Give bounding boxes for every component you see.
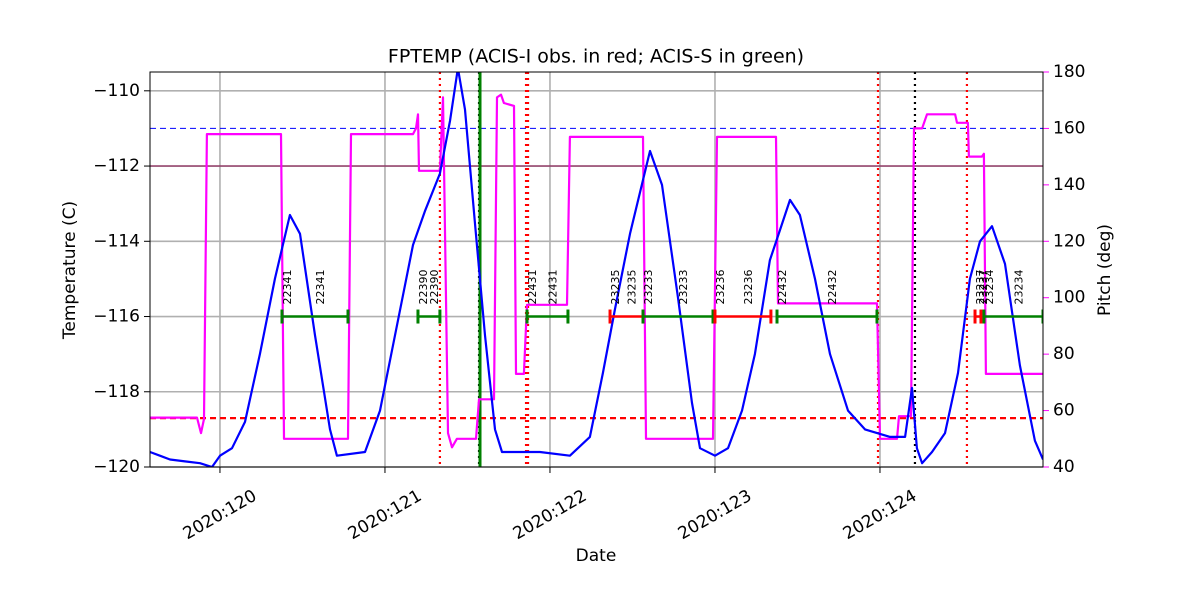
y2-tick-label: 80 (1053, 344, 1075, 364)
obs-label: 23236 (742, 270, 755, 305)
y2-tick-label: 100 (1053, 288, 1085, 308)
y2-tick-label: 120 (1053, 231, 1085, 251)
series-line (150, 72, 1043, 467)
y2-axis-label: Pitch (deg) (1095, 224, 1115, 316)
obs-label: 23234 (1012, 270, 1025, 305)
y2-tick-label: 60 (1053, 401, 1075, 421)
obs-label: 23234 (983, 270, 996, 305)
obs-label: 22341 (314, 270, 327, 305)
obs-label: 23233 (677, 270, 690, 305)
obs-label: 22432 (826, 270, 839, 305)
y2-tick-label: 40 (1053, 457, 1075, 477)
y-axis-label: Temperature (C) (60, 201, 80, 340)
obs-label: 22341 (281, 270, 294, 305)
obs-label: 23233 (642, 270, 655, 305)
y2-tick-label: 180 (1053, 62, 1085, 82)
obs-label: 23237 (974, 270, 987, 305)
x-axis-label: Date (576, 546, 617, 566)
obs-label: 23235 (626, 270, 639, 305)
y-tick-label: −120 (93, 457, 140, 477)
obs-label: 23236 (714, 270, 727, 305)
obs-label: 22432 (776, 270, 789, 305)
y-tick-label: −116 (93, 307, 140, 327)
y-tick-label: −118 (93, 382, 140, 402)
obs-label: 22431 (546, 270, 559, 305)
obs-label: 22431 (526, 270, 539, 305)
y2-tick-label: 140 (1053, 175, 1085, 195)
plot-frame (149, 71, 1044, 468)
y-tick-label: −114 (93, 231, 140, 251)
y2-tick-label: 160 (1053, 118, 1085, 138)
y-tick-label: −112 (93, 156, 140, 176)
obs-label: 23235 (609, 270, 622, 305)
y-tick-label: −110 (93, 81, 140, 101)
series-line (150, 93, 1043, 449)
chart-title: FPTEMP (ACIS-I obs. in red; ACIS-S in gr… (388, 46, 804, 68)
obs-label: 23237 (977, 270, 990, 305)
obs-label: 22390 (428, 270, 441, 305)
obs-label: 22390 (417, 270, 430, 305)
